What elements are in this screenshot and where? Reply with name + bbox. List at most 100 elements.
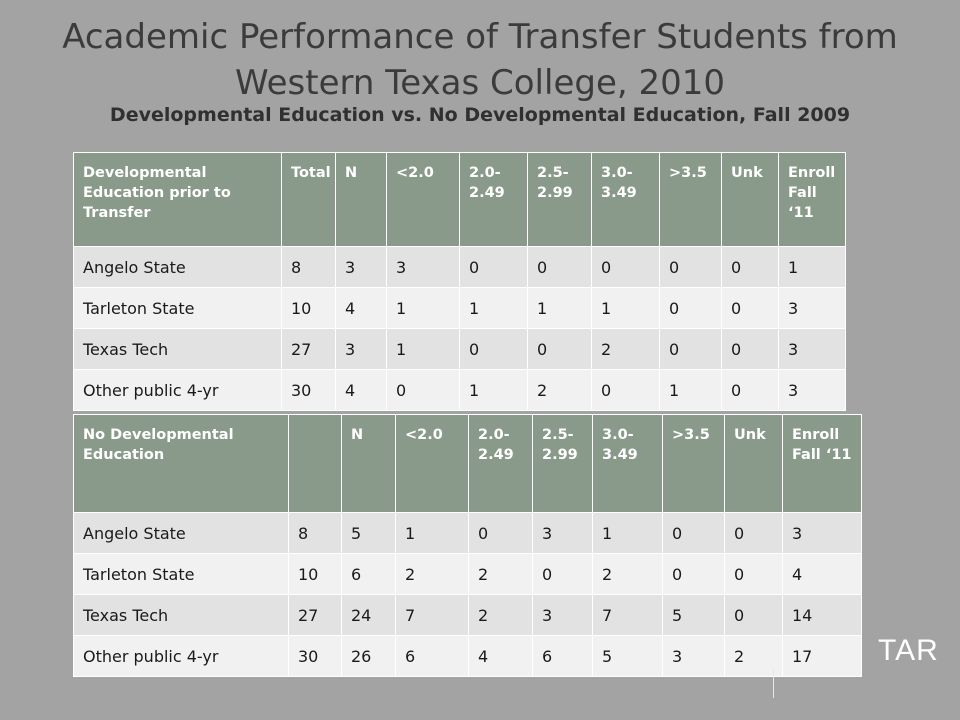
table-cell: 27 [281, 328, 336, 370]
table-row: Texas Tech 27 3 1 0 0 2 0 0 3 [73, 328, 846, 370]
column-header: 2.5- 2.99 [532, 414, 593, 513]
table-cell: 14 [782, 594, 862, 636]
table-cell: Other public 4-yr [73, 369, 282, 411]
table-cell: 2 [592, 553, 663, 595]
table-cell: 4 [468, 635, 533, 677]
column-header: Enroll Fall ‘11 [782, 414, 862, 513]
table-cell: 0 [527, 246, 592, 288]
table-cell: 3 [778, 328, 846, 370]
table-cell: 4 [335, 287, 387, 329]
table-cell: 0 [591, 246, 660, 288]
table-row: Angelo State 8 5 1 0 3 1 0 0 3 [73, 512, 862, 554]
table-cell: 10 [288, 553, 342, 595]
column-header: Unk [724, 414, 783, 513]
table-cell: 10 [281, 287, 336, 329]
table-row: Texas Tech 27 24 7 2 3 7 5 0 14 [73, 594, 862, 636]
column-header: 2.0- 2.49 [459, 152, 528, 247]
column-header: 3.0- 3.49 [592, 414, 663, 513]
column-header: >3.5 [659, 152, 722, 247]
table-cell: 24 [341, 594, 396, 636]
logo-divider [773, 668, 774, 698]
table-cell: Texas Tech [73, 328, 282, 370]
column-header: Unk [721, 152, 779, 247]
table-cell: 27 [288, 594, 342, 636]
developmental-education-table: Developmental Education prior to Transfe… [73, 152, 846, 411]
column-header: <2.0 [386, 152, 460, 247]
table-cell: 30 [281, 369, 336, 411]
table-cell: 1 [386, 287, 460, 329]
table-cell: 3 [532, 512, 593, 554]
table-cell: 1 [459, 369, 528, 411]
table-header-row: No Developmental Education N <2.0 2.0- 2… [73, 414, 862, 513]
table-cell: 3 [532, 594, 593, 636]
table-cell: 1 [527, 287, 592, 329]
table-cell: Other public 4-yr [73, 635, 289, 677]
column-header: Developmental Education prior to Transfe… [73, 152, 282, 247]
table-cell: Angelo State [73, 246, 282, 288]
slide-title: Academic Performance of Transfer Student… [62, 17, 898, 103]
table-cell: 0 [659, 246, 722, 288]
table-cell: 30 [288, 635, 342, 677]
table-cell: 7 [592, 594, 663, 636]
table-cell: 2 [468, 594, 533, 636]
table-cell: 1 [591, 287, 660, 329]
table-cell: 3 [782, 512, 862, 554]
column-header: 2.0- 2.49 [468, 414, 533, 513]
table-cell: 1 [778, 246, 846, 288]
table-cell: 4 [782, 553, 862, 595]
table-row: Other public 4-yr 30 26 6 4 6 5 3 2 17 [73, 635, 862, 677]
table-cell: 2 [395, 553, 469, 595]
table-cell: 0 [532, 553, 593, 595]
column-header: 2.5- 2.99 [527, 152, 592, 247]
table-cell: 8 [288, 512, 342, 554]
table-cell: 5 [662, 594, 725, 636]
table-cell: 2 [527, 369, 592, 411]
table-cell: 1 [386, 328, 460, 370]
table-cell: 0 [724, 512, 783, 554]
table-cell: 17 [782, 635, 862, 677]
table-row: Tarleton State 10 6 2 2 0 2 0 0 4 [73, 553, 862, 595]
table-row: Angelo State 8 3 3 0 0 0 0 0 1 [73, 246, 846, 288]
table-header-row: Developmental Education prior to Transfe… [73, 152, 846, 247]
table-cell: 0 [662, 553, 725, 595]
table-cell: 3 [386, 246, 460, 288]
column-header: <2.0 [395, 414, 469, 513]
table-cell: 3 [335, 246, 387, 288]
table-cell: 0 [662, 512, 725, 554]
column-header: 3.0- 3.49 [591, 152, 660, 247]
table-cell: 26 [341, 635, 396, 677]
table-cell: 1 [592, 512, 663, 554]
table-cell: 0 [527, 328, 592, 370]
column-header: Enroll Fall ‘11 [778, 152, 846, 247]
table-cell: Angelo State [73, 512, 289, 554]
table-cell: 0 [468, 512, 533, 554]
table-cell: 0 [659, 287, 722, 329]
table-cell: 0 [724, 594, 783, 636]
table-cell: 0 [591, 369, 660, 411]
logo-watermark: TAR [878, 634, 939, 667]
column-header: Total [281, 152, 336, 247]
slide-subtitle: Developmental Education vs. No Developme… [109, 104, 851, 126]
column-header: >3.5 [662, 414, 725, 513]
table-cell: 0 [721, 328, 779, 370]
no-developmental-education-table: No Developmental Education N <2.0 2.0- 2… [73, 414, 862, 677]
column-header: N [335, 152, 387, 247]
table-cell: 6 [341, 553, 396, 595]
table-cell: 3 [662, 635, 725, 677]
column-header: N [341, 414, 396, 513]
table-cell: 0 [724, 553, 783, 595]
table-cell: 0 [721, 369, 779, 411]
table-cell: 4 [335, 369, 387, 411]
table-cell: 6 [395, 635, 469, 677]
table-cell: 1 [659, 369, 722, 411]
table-cell: 3 [335, 328, 387, 370]
table-cell: 1 [459, 287, 528, 329]
table-cell: 3 [778, 287, 846, 329]
table-cell: 0 [721, 287, 779, 329]
table-cell: Tarleton State [73, 553, 289, 595]
table-cell: 2 [468, 553, 533, 595]
table-cell: Tarleton State [73, 287, 282, 329]
table-cell: 2 [724, 635, 783, 677]
table-row: Other public 4-yr 30 4 0 1 2 0 1 0 3 [73, 369, 846, 411]
table-cell: 8 [281, 246, 336, 288]
